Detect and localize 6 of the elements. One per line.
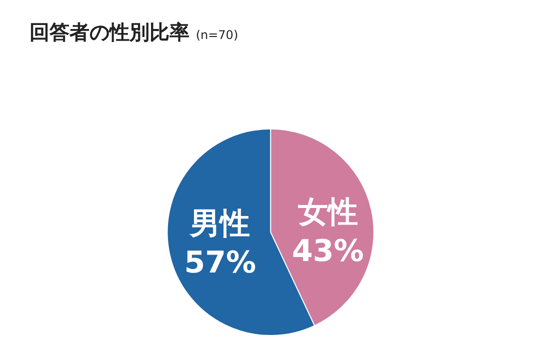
data-label: 57% — [184, 245, 256, 280]
chart-subtitle: (n=70) — [196, 28, 238, 42]
chart-title: 回答者の性別比率 — [29, 20, 190, 44]
slice-label: 男性 — [189, 206, 250, 242]
slice-label: 女性 — [296, 195, 358, 230]
data-label: 43% — [292, 234, 364, 270]
